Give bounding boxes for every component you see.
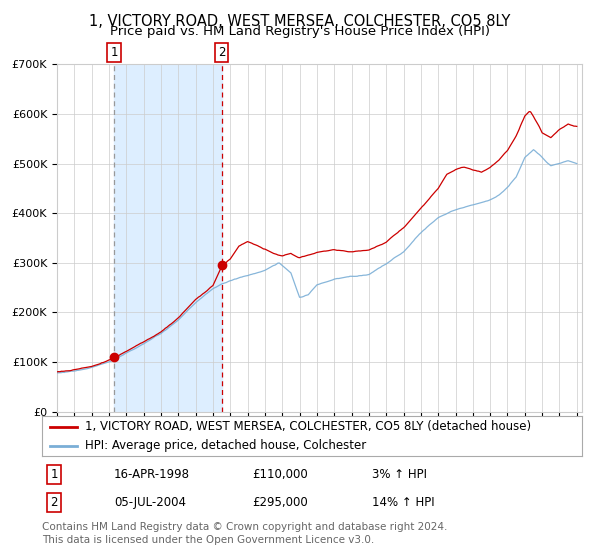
Text: Contains HM Land Registry data © Crown copyright and database right 2024.
This d: Contains HM Land Registry data © Crown c… [42,522,448,545]
Text: £295,000: £295,000 [252,496,308,509]
Text: 2: 2 [218,46,226,59]
Text: Price paid vs. HM Land Registry's House Price Index (HPI): Price paid vs. HM Land Registry's House … [110,25,490,38]
Text: 3% ↑ HPI: 3% ↑ HPI [372,468,427,481]
Text: 1, VICTORY ROAD, WEST MERSEA, COLCHESTER, CO5 8LY (detached house): 1, VICTORY ROAD, WEST MERSEA, COLCHESTER… [85,421,532,433]
Text: 1, VICTORY ROAD, WEST MERSEA, COLCHESTER, CO5 8LY: 1, VICTORY ROAD, WEST MERSEA, COLCHESTER… [89,14,511,29]
Text: HPI: Average price, detached house, Colchester: HPI: Average price, detached house, Colc… [85,439,367,452]
Text: 1: 1 [50,468,58,481]
Bar [114,64,222,412]
Text: 2: 2 [50,496,58,509]
Text: 16-APR-1998: 16-APR-1998 [114,468,190,481]
Text: 1: 1 [110,46,118,59]
Text: £110,000: £110,000 [252,468,308,481]
Text: 05-JUL-2004: 05-JUL-2004 [114,496,186,509]
Text: 14% ↑ HPI: 14% ↑ HPI [372,496,434,509]
